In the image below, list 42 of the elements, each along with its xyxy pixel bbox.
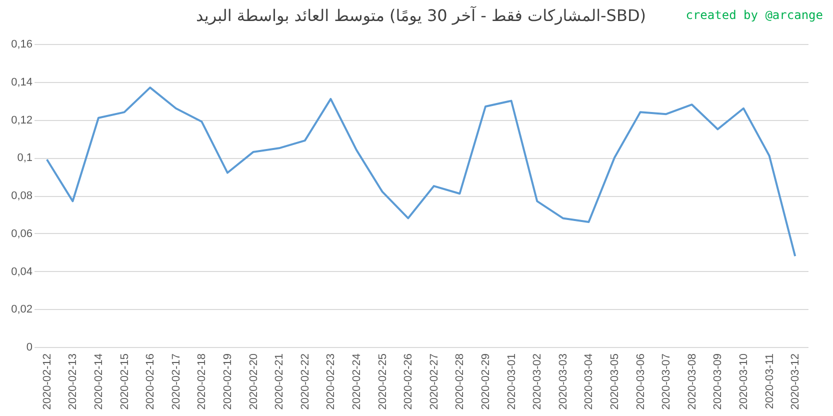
y-tick-label: 0 [26, 342, 32, 354]
x-tick-label: 2020-02-13 [67, 354, 80, 410]
text: created by @arcange [686, 8, 823, 22]
y-tick-label: 0,12 [11, 114, 32, 126]
x-tick-label: 2020-02-17 [170, 354, 182, 410]
x-tick-label: 2020-02-20 [248, 354, 260, 410]
x-tick-label: 2020-03-06 [634, 354, 647, 410]
x-tick-label: 2020-02-26 [402, 354, 415, 410]
x-tick-label: 2020-02-16 [144, 354, 157, 410]
x-tick-label: 2020-03-03 [557, 354, 570, 410]
y-tick-label: 0,04 [11, 266, 32, 278]
x-tick-label: 2020-03-10 [738, 354, 750, 410]
x-tick-label: 2020-02-14 [93, 354, 105, 410]
chart-title: متوسط العائد بواسطة البريد (المشاركات فقط - آخر 30 يومًا-SBD) [196, 5, 646, 25]
x-tick-label: 2020-03-07 [660, 354, 673, 410]
x-tick-label: 2020-03-01 [506, 354, 518, 410]
y-tick-label: 0,14 [11, 76, 32, 88]
x-tick-label: 2020-03-02 [532, 354, 544, 410]
x-tick-label: 2020-03-08 [686, 354, 698, 410]
x-tick-label: 2020-03-05 [609, 354, 621, 410]
y-tick-label: 0,08 [11, 190, 32, 202]
x-tick-label: 2020-02-19 [222, 354, 234, 410]
x-tick-label: 2020-03-04 [583, 354, 596, 410]
x-tick-label: 2020-02-22 [299, 354, 312, 410]
x-tick-label: 2020-02-15 [118, 354, 131, 410]
x-tick-label: 2020-02-12 [41, 354, 54, 410]
x-tick-label: 2020-02-18 [196, 354, 208, 410]
y-tick-label: 0,16 [11, 38, 32, 50]
line-series [46, 86, 796, 258]
y-tick-label: 0,02 [11, 304, 32, 316]
x-tick-label: 2020-02-25 [376, 354, 389, 410]
x-tick-label: 2020-03-12 [790, 354, 802, 410]
x-tick-label: 2020-03-09 [712, 354, 724, 410]
x-tick-label: 2020-02-24 [351, 354, 363, 410]
x-tick-label: 2020-02-23 [325, 354, 338, 410]
x-tick-label: 2020-02-29 [480, 354, 492, 410]
x-tick-label: 2020-02-28 [454, 354, 466, 410]
x-tick-label: 2020-02-27 [428, 354, 440, 410]
y-tick-label: 0,06 [11, 228, 32, 240]
x-tick-label: 2020-02-21 [274, 354, 286, 410]
x-tick-label: 2020-03-11 [764, 354, 776, 409]
y-tick-label: 0,1 [17, 152, 32, 164]
